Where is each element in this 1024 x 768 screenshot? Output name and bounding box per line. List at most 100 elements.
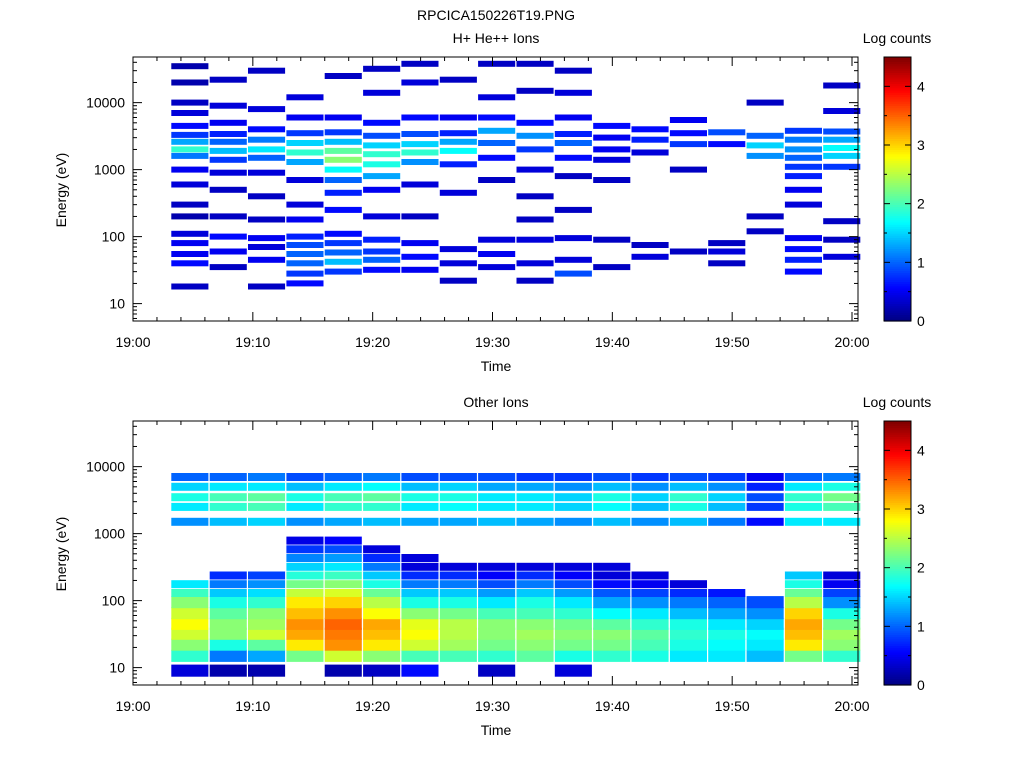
colorbar-segment [884, 524, 911, 528]
heatmap-cell [248, 493, 286, 502]
heatmap-cell [554, 596, 592, 609]
heatmap-cell [171, 122, 209, 129]
heatmap-cell [363, 473, 401, 481]
heatmap-cell [324, 627, 362, 640]
heatmap-cell [478, 627, 516, 640]
colorbar-segment [884, 83, 911, 87]
colorbar-segment [884, 303, 911, 307]
colorbar-tick-label: 0 [917, 677, 925, 693]
heatmap-cell [324, 177, 362, 183]
colorbar-segment [884, 647, 911, 651]
heatmap-cell [286, 517, 324, 526]
heatmap-cell [784, 627, 822, 640]
heatmap-cell [823, 607, 861, 620]
heatmap-cell [363, 664, 401, 677]
heatmap-cell [478, 251, 516, 257]
colorbar-segment [884, 68, 911, 71]
heatmap-cell [324, 571, 362, 580]
colorbar-segment [884, 301, 911, 304]
heatmap-cell [363, 142, 401, 149]
heatmap-cell [784, 502, 822, 511]
heatmap-cell [593, 502, 631, 511]
heatmap-cell [286, 627, 324, 640]
colorbar-segment [884, 561, 911, 565]
colorbar-segment [884, 149, 911, 153]
heatmap-cell [209, 138, 247, 145]
heatmap-cell [746, 482, 784, 491]
heatmap-cell [593, 482, 631, 491]
heatmap-cell [324, 649, 362, 662]
heatmap-cell [516, 216, 554, 223]
y-tick-label: 1000 [94, 526, 125, 542]
heatmap-cell [401, 617, 439, 630]
heatmap-cell [248, 517, 286, 526]
heatmap-cell [516, 607, 554, 620]
colorbar-segment [884, 660, 911, 664]
heatmap-cell [248, 216, 286, 223]
heatmap-cell [784, 163, 822, 170]
heatmap-cell [784, 146, 822, 153]
heatmap-cell [746, 596, 784, 609]
colorbar-tick-label: 3 [917, 501, 925, 517]
colorbar-segment [884, 299, 911, 302]
panel-title: H+ He++ Ions [453, 30, 540, 46]
colorbar-segment [884, 649, 911, 653]
heatmap-cell [478, 664, 516, 677]
heatmap-cell [363, 545, 401, 554]
heatmap-cell [209, 571, 247, 580]
heatmap-cell [324, 138, 362, 145]
heatmap-cell [631, 136, 669, 143]
heatmap-cell [554, 89, 592, 96]
heatmap-cell [171, 283, 209, 290]
heatmap-cell [669, 502, 707, 511]
colorbar-segment [884, 553, 911, 556]
colorbar-segment [884, 200, 911, 203]
colorbar-segment [884, 248, 911, 252]
heatmap-cell [401, 473, 439, 481]
heatmap-cell [171, 79, 209, 86]
heatmap-cell [324, 493, 362, 502]
heatmap-cell [631, 517, 669, 526]
colorbar-segment [884, 129, 911, 133]
heatmap-cell [439, 114, 477, 121]
heatmap-cell [248, 154, 286, 161]
heatmap-cell [478, 482, 516, 491]
heatmap-cell [669, 166, 707, 173]
heatmap-cell [631, 627, 669, 640]
heatmap-cell [324, 482, 362, 491]
heatmap-cell [401, 607, 439, 620]
heatmap-cell [554, 270, 592, 277]
colorbar-segment [884, 676, 911, 679]
heatmap-cell [209, 76, 247, 83]
heatmap-cell [286, 589, 324, 597]
heatmap-cell [248, 649, 286, 662]
colorbar-segment [884, 96, 911, 100]
heatmap-cell [746, 617, 784, 630]
colorbar-segment [884, 667, 911, 671]
heatmap-cell [324, 166, 362, 173]
heatmap-cell [439, 502, 477, 511]
heatmap-cell [286, 233, 324, 240]
heatmap-cell [363, 596, 401, 609]
heatmap-cell [248, 193, 286, 200]
heatmap-cell [324, 258, 362, 265]
colorbar-segment [884, 182, 911, 186]
heatmap-cell [631, 649, 669, 662]
colorbar-segment [884, 81, 911, 84]
heatmap-cell [401, 240, 439, 247]
heatmap-cell [784, 596, 822, 609]
heatmap-cell [784, 154, 822, 161]
heatmap-cell [669, 617, 707, 630]
heatmap-cell [171, 166, 209, 173]
heatmap-cell [823, 473, 861, 481]
heatmap-cell [171, 146, 209, 153]
heatmap-cell [746, 649, 784, 662]
heatmap-cell [593, 571, 631, 580]
heatmap-cell [631, 596, 669, 609]
heatmap-cell [823, 580, 861, 589]
colorbar-segment [884, 164, 911, 168]
heatmap-cell [516, 236, 554, 243]
heatmap-cell [784, 617, 822, 630]
heatmap-cell [439, 482, 477, 491]
colorbar-segment [884, 191, 911, 194]
